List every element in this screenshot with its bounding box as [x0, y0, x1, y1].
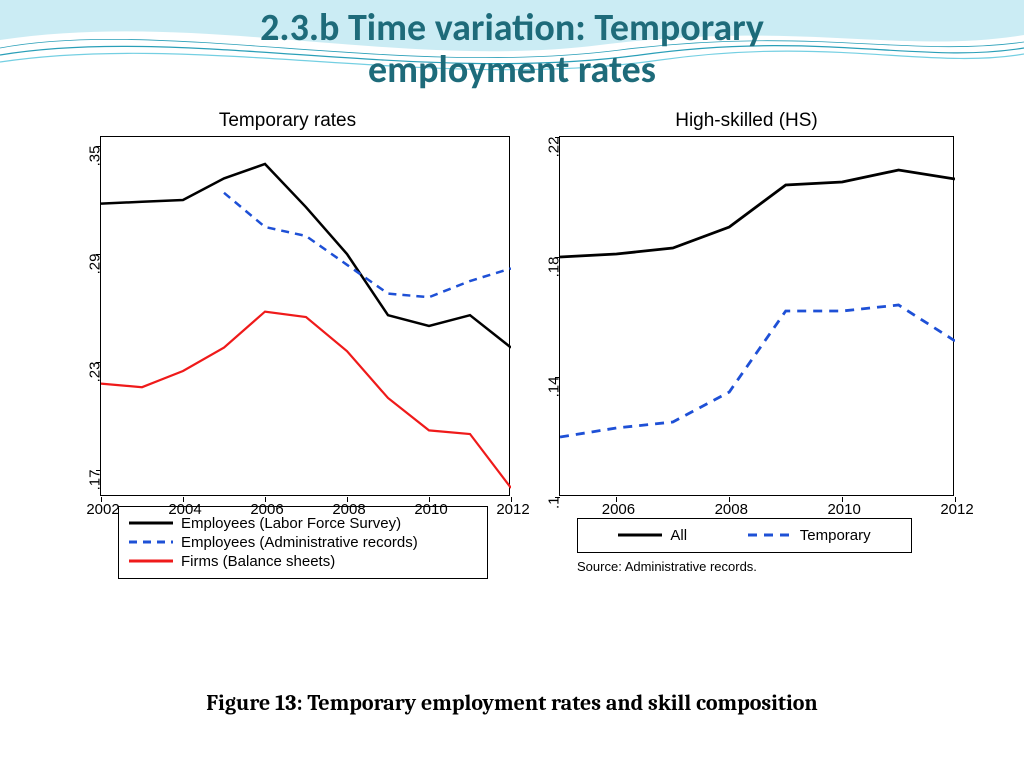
x-tick-label: 2004	[163, 501, 207, 518]
legend-swatch	[748, 528, 792, 542]
series-line	[224, 192, 511, 296]
x-tick-label: 2008	[709, 501, 753, 518]
legend-label: Temporary	[800, 527, 871, 544]
series-line	[560, 170, 955, 257]
title-line-2: employment rates	[368, 47, 656, 93]
legend-label: Employees (Administrative records)	[181, 534, 418, 551]
chart-lines	[101, 137, 511, 497]
right-chart-panel: High-skilled (HS) .1.14.18.2220062008201…	[517, 110, 976, 670]
left-plot-box: .17.23.29.35200220042006200820102012	[100, 136, 510, 496]
x-tick-label: 2006	[245, 501, 289, 518]
x-tick-label: 2002	[81, 501, 125, 518]
y-tick-label: .1	[546, 496, 563, 536]
source-note: Source: Administrative records.	[577, 559, 976, 574]
legend-item: All	[618, 527, 687, 544]
figure-caption: Figure 13: Temporary employment rates an…	[0, 690, 1024, 716]
legend-swatch	[129, 554, 173, 568]
legend-swatch	[129, 535, 173, 549]
right-legend: All Temporary	[577, 518, 912, 553]
series-line	[101, 164, 511, 348]
x-tick-label: 2010	[409, 501, 453, 518]
right-plot-box: .1.14.18.222006200820102012	[559, 136, 954, 496]
chart-lines	[560, 137, 955, 497]
legend-item: Firms (Balance sheets)	[129, 553, 477, 570]
x-tick-label: 2012	[935, 501, 979, 518]
legend-swatch	[618, 528, 662, 542]
legend-label: Firms (Balance sheets)	[181, 553, 335, 570]
legend-label: All	[670, 527, 687, 544]
charts-area: Temporary rates .17.23.29.35200220042006…	[48, 110, 976, 670]
legend-item: Employees (Administrative records)	[129, 534, 477, 551]
x-tick-label: 2008	[327, 501, 371, 518]
left-chart-title: Temporary rates	[58, 110, 517, 132]
legend-item: Temporary	[748, 527, 871, 544]
title-line-1: 2.3.b Time variation: Temporary	[260, 5, 764, 51]
right-chart-title: High-skilled (HS)	[517, 110, 976, 132]
slide-title: 2.3.b Time variation: Temporary employme…	[0, 0, 1024, 92]
legend-swatch	[129, 516, 173, 530]
x-tick-label: 2006	[596, 501, 640, 518]
left-chart-panel: Temporary rates .17.23.29.35200220042006…	[48, 110, 517, 670]
series-line	[101, 311, 511, 487]
x-tick-label: 2010	[822, 501, 866, 518]
series-line	[560, 305, 955, 437]
